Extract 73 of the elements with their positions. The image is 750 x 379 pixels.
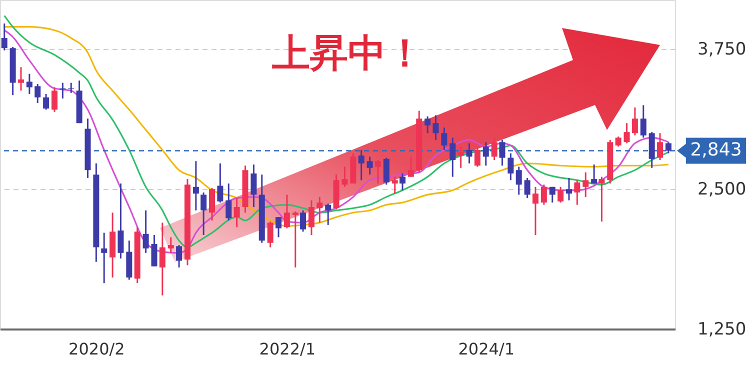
candlestick [226,182,232,222]
y-tick-label: 3,750 [698,40,746,60]
candlestick [424,116,431,134]
candlestick [217,162,224,204]
candlestick [574,179,580,206]
candlestick [399,172,406,191]
candlestick [159,222,166,296]
candlestick [284,194,290,230]
candlestick [491,136,498,161]
candlestick [508,152,514,181]
candlestick [540,184,547,206]
candlestick [168,236,174,254]
candlestick [192,160,199,212]
candlestick [292,210,298,268]
candlestick [26,73,32,95]
candlestick [598,176,605,222]
candlestick [366,156,373,176]
candlestick [34,83,41,104]
candlestick [234,197,240,228]
candlestick [300,210,306,232]
candlestick [250,164,257,208]
candlestick [1,22,8,52]
candlestick [474,146,480,168]
candlestick [665,141,672,154]
candlestick [142,210,149,254]
candlestick [118,182,124,260]
candlestick [52,86,58,113]
candlestick [342,166,348,188]
y-tick-label: 2,500 [698,180,746,200]
candlestick [591,164,598,184]
candlestick [582,172,589,198]
candlestick [441,126,448,151]
candlestick [532,186,538,236]
candlestick [276,216,282,238]
candlestick [432,114,439,141]
candlestick [18,66,24,92]
candlestick [499,139,506,166]
candlestick [325,202,332,226]
candlestick [200,192,207,236]
candlestick [392,176,398,194]
y-tick-label: 1,250 [698,320,746,340]
candlestick [566,177,572,202]
candlestick [624,122,630,144]
candlestick [101,232,108,284]
candlestick [383,157,390,186]
candlestick [516,166,522,196]
candlestick [176,244,182,268]
candlestick [466,142,472,164]
annotation: 上昇中！ [272,31,424,75]
candlestick [450,136,456,178]
candlestick [374,159,381,184]
x-tick-label: 2020/2 [68,340,125,358]
candlestick [209,187,216,222]
candlestick [632,106,638,136]
candlestick [558,186,564,204]
candlestick [549,186,556,204]
candlestick [408,156,414,178]
x-tick-label: 2024/1 [458,340,515,358]
candlestick [615,136,622,148]
candlestick [358,149,364,181]
candlestick [316,196,323,224]
candlestick [308,200,314,236]
candlestick [640,104,646,138]
candlestick [458,146,464,169]
candlestick [524,177,530,199]
candlestick [267,220,274,248]
x-tick-label: 2022/1 [259,340,316,358]
candlestick [43,93,50,110]
candlestick [657,132,664,161]
candlestick [151,234,158,268]
ref-line-label: 2,843 [690,140,742,161]
candlestick [68,82,74,94]
candlestick [482,141,489,166]
